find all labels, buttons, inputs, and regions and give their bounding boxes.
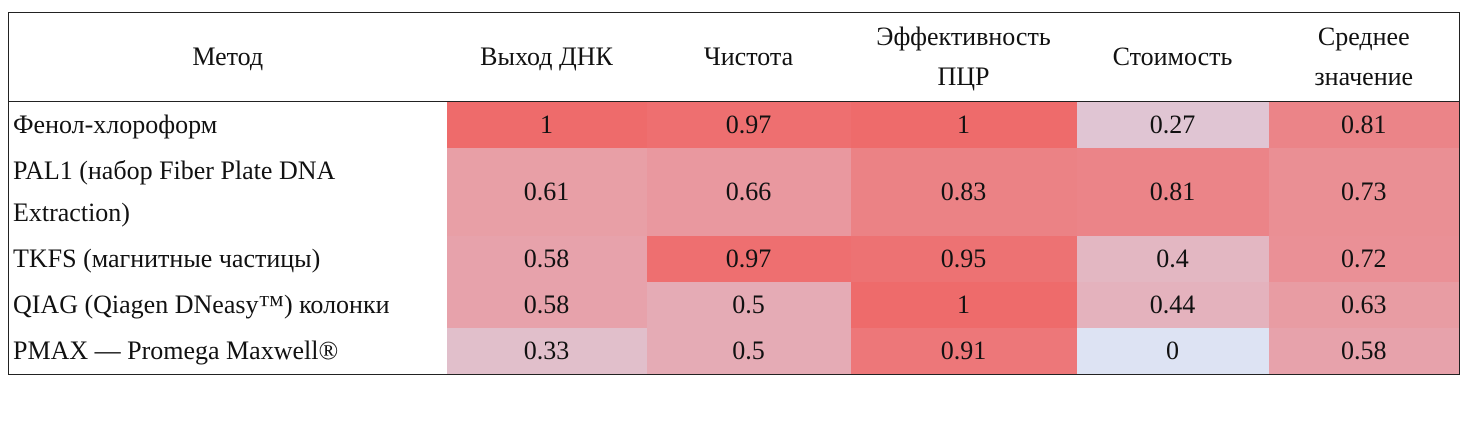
table-header: Метод Выход ДНК Чистота Эффективность ПЦР Ст…: [8, 12, 1460, 102]
table-row: QIAG (Qiagen DNeasy™) колонки 0.58 0.5 1 0.4…: [8, 282, 1460, 328]
score-cell: 0.33: [446, 328, 647, 375]
score-cell: 1: [446, 101, 647, 148]
score-cell: 0.81: [1268, 101, 1460, 148]
score-cell: 0.44: [1076, 282, 1269, 328]
score-cell: 0.27: [1076, 101, 1269, 148]
score-cell: 1: [850, 282, 1077, 328]
score-cell: 0.66: [646, 148, 851, 236]
score-cell: 0.63: [1268, 282, 1460, 328]
score-cell: 0.83: [850, 148, 1077, 236]
method-name: TKFS (магнитные частицы): [8, 236, 447, 282]
column-header: Среднее значение: [1268, 12, 1460, 102]
method-name: QIAG (Qiagen DNeasy™) колонки: [8, 282, 447, 328]
score-cell: 0.73: [1268, 148, 1460, 236]
score-cell: 0: [1076, 328, 1269, 375]
score-cell: 1: [850, 101, 1077, 148]
column-header: Выход ДНК: [446, 12, 647, 102]
score-cell: 0.72: [1268, 236, 1460, 282]
table-row: PAL1 (набор Fiber Plate DNA Extraction) 0…: [8, 148, 1460, 236]
score-cell: 0.97: [646, 236, 851, 282]
score-cell: 0.58: [446, 282, 647, 328]
method-name: PMAX — Promega Maxwell®: [8, 328, 447, 375]
table-row: PMAX — Promega Maxwell® 0.33 0.5 0.91 0 0.58: [8, 328, 1460, 375]
method-name: PAL1 (набор Fiber Plate DNA Extraction): [8, 148, 447, 236]
method-name: Фенол-хлороформ: [8, 101, 447, 148]
column-header: Чистота: [646, 12, 851, 102]
score-cell: 0.91: [850, 328, 1077, 375]
score-cell: 0.61: [446, 148, 647, 236]
table-row: TKFS (магнитные частицы) 0.58 0.97 0.95 0.4 0…: [8, 236, 1460, 282]
score-cell: 0.58: [1268, 328, 1460, 375]
table-row: Фенол-хлороформ 1 0.97 1 0.27 0.81: [8, 101, 1460, 148]
score-cell: 0.58: [446, 236, 647, 282]
heatmap-table: Метод Выход ДНК Чистота Эффективность ПЦР Ст…: [8, 12, 1460, 375]
column-header: Эффективность ПЦР: [850, 12, 1077, 102]
column-header: Метод: [8, 12, 447, 102]
table-body: Фенол-хлороформ 1 0.97 1 0.27 0.81 PAL1 (набор…: [8, 101, 1460, 375]
score-cell: 0.97: [646, 101, 851, 148]
score-cell: 0.95: [850, 236, 1077, 282]
column-header: Стоимость: [1076, 12, 1269, 102]
header-row: Метод Выход ДНК Чистота Эффективность ПЦР Ст…: [8, 12, 1460, 102]
score-cell: 0.5: [646, 328, 851, 375]
score-cell: 0.4: [1076, 236, 1269, 282]
score-cell: 0.81: [1076, 148, 1269, 236]
score-cell: 0.5: [646, 282, 851, 328]
